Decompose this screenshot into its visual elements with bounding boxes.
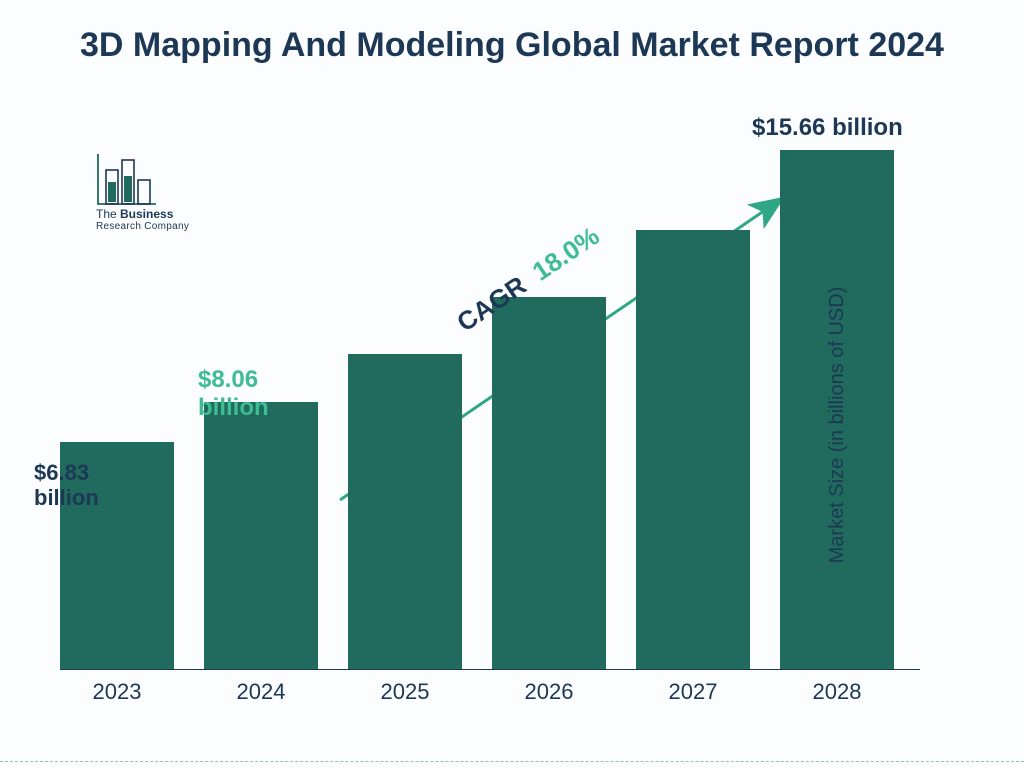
value-label: $6.83billion: [34, 460, 99, 511]
x-tick-label: 2026: [492, 679, 606, 705]
y-axis-label: Market Size (in billions of USD): [826, 287, 849, 564]
page-title: 3D Mapping And Modeling Global Market Re…: [0, 0, 1024, 67]
value-label: $8.06billion: [198, 366, 269, 421]
x-tick-label: 2027: [636, 679, 750, 705]
x-tick-label: 2025: [348, 679, 462, 705]
footer-divider: [0, 761, 1024, 762]
bar-chart: 202320242025202620272028$6.83billion$8.0…: [60, 140, 940, 710]
bar: 2024: [204, 402, 318, 669]
x-tick-label: 2024: [204, 679, 318, 705]
value-label: $15.66 billion: [752, 114, 903, 142]
x-tick-label: 2028: [780, 679, 894, 705]
plot-area: 202320242025202620272028$6.83billion$8.0…: [60, 140, 920, 670]
bar: 2026: [492, 297, 606, 669]
bar: 2025: [348, 354, 462, 669]
bar: 2027: [636, 230, 750, 669]
x-tick-label: 2023: [60, 679, 174, 705]
